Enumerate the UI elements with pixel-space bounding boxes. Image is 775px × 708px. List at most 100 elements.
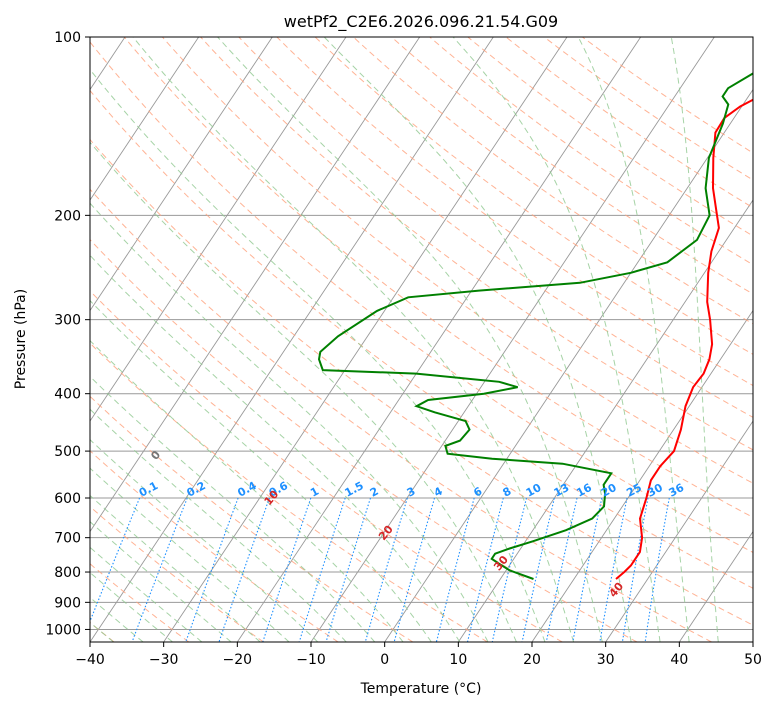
x-tick-label: 50 — [744, 652, 762, 668]
y-tick-label: 200 — [54, 208, 81, 224]
isotherm-line — [752, 641, 753, 642]
moist-adiabat-line — [132, 37, 575, 642]
dry-adiabat-line — [467, 37, 753, 237]
mixing-ratio-label: 8 — [501, 485, 514, 500]
y-tick-label: 1000 — [45, 622, 81, 638]
dry-adiabat-line — [90, 395, 414, 642]
moist-adiabat-line — [323, 37, 632, 642]
y-tick-label: 100 — [54, 30, 81, 46]
mixing-ratio-label: 6 — [471, 484, 484, 499]
moist-adiabat-line — [577, 37, 690, 642]
x-tick-label: 40 — [670, 652, 688, 668]
moist-adiabat-line — [90, 339, 404, 642]
grid-lines — [90, 37, 753, 642]
dry-adiabat-label: 40 — [606, 580, 626, 600]
isotherm-line — [678, 530, 753, 642]
dry-adiabat-line — [90, 342, 488, 642]
y-tick-label: 600 — [54, 491, 81, 507]
moist-adiabat-line — [90, 521, 232, 642]
mixing-ratio-label: 30 — [645, 481, 665, 500]
y-axis-label: Pressure (hPa) — [13, 289, 29, 389]
y-tick-label: 400 — [54, 387, 81, 403]
mixing-ratio-line — [185, 497, 239, 642]
mixing-ratio-line — [572, 497, 603, 642]
moist-adiabat-line — [90, 467, 290, 642]
mixing-ratio-line — [466, 497, 504, 642]
mixing-ratio-label: 1.5 — [343, 479, 366, 500]
dry-adiabat-line — [90, 505, 264, 642]
mixing-ratio-line — [599, 497, 628, 642]
mixing-ratio-label: 20 — [599, 481, 619, 500]
sounding-series — [317, 72, 753, 580]
dry-adiabat-line — [276, 37, 753, 387]
mixing-ratio-label: 10 — [524, 481, 544, 500]
isotherm-line — [90, 37, 273, 312]
mixing-ratio-label: 1 — [308, 485, 321, 500]
x-tick-label: 10 — [449, 652, 467, 668]
dry-adiabat-line — [123, 37, 753, 518]
dry-adiabat-line — [582, 37, 753, 154]
moist-adiabat-line — [90, 202, 489, 642]
x-tick-label: −20 — [223, 652, 253, 668]
moist-adiabat-line — [452, 37, 661, 642]
mixing-ratio-line — [262, 497, 312, 642]
y-tick-label: 500 — [54, 444, 81, 460]
moist-adiabat-line — [90, 494, 261, 642]
moist-adiabat-line — [90, 571, 173, 642]
mixing-ratio-label: 25 — [624, 481, 644, 500]
x-axis-ticks: −40 −30 −20 −10 0 10 20 30 40 50 — [75, 642, 762, 668]
dry-adiabat-line — [162, 37, 753, 484]
mixing-ratio-label: 36 — [667, 481, 687, 500]
mixing-ratio-line — [644, 497, 670, 642]
moist-adiabat-line — [90, 375, 376, 642]
mixing-ratio-line — [90, 497, 141, 623]
moist-adiabat-line — [90, 254, 461, 642]
adiabat-lines — [90, 37, 753, 642]
isotherm-line — [90, 37, 200, 201]
isotherm-line — [605, 420, 753, 642]
isotherm-line — [457, 199, 753, 642]
mixing-ratio-line — [621, 497, 649, 642]
moist-adiabat-line — [90, 299, 432, 642]
dry-adiabat-line — [90, 238, 638, 642]
x-tick-label: −40 — [75, 652, 105, 668]
mixing-ratio-label: 0.2 — [185, 479, 208, 500]
moist-adiabat-line — [90, 596, 144, 642]
mixing-ratio-line — [435, 497, 475, 642]
mixing-ratio-line — [491, 497, 528, 642]
mixing-ratio-label: 3 — [405, 485, 418, 500]
x-tick-label: −30 — [149, 652, 179, 668]
mixing-ratio-line — [325, 497, 372, 642]
moist-adiabat-line — [90, 438, 319, 642]
isotherm-line — [163, 37, 568, 642]
mixing-ratio-line — [364, 497, 408, 642]
x-tick-label: 20 — [523, 652, 541, 668]
x-axis-label: Temperature (°C) — [360, 681, 482, 697]
y-tick-label: 300 — [54, 313, 81, 329]
mixing-ratio-label: 13 — [552, 481, 572, 500]
isotherm-line — [90, 37, 421, 533]
moist-adiabat-line — [90, 546, 203, 642]
isotherm-line — [310, 37, 715, 642]
moist-adiabat-line — [90, 68, 546, 642]
mixing-ratio-label: 16 — [574, 481, 594, 500]
mixing-ratio-line — [131, 497, 188, 642]
mixing-ratio-line — [393, 497, 436, 642]
mixing-ratio-label: 2 — [368, 485, 381, 500]
x-tick-label: 0 — [380, 652, 389, 668]
isotherm-line — [384, 88, 753, 642]
y-tick-label: 700 — [54, 531, 81, 547]
y-axis-ticks: 100 200 300 400 500 600 700 800 900 1000 — [45, 30, 90, 638]
mixing-ratio-label: 0.4 — [235, 479, 259, 500]
isotherm-line — [531, 309, 753, 642]
y-tick-label: 900 — [54, 595, 81, 611]
isotherm-line — [90, 37, 347, 422]
dry-adiabat-line — [90, 188, 712, 642]
dry-adiabat-line — [90, 138, 753, 626]
dry-adiabat-line — [90, 89, 753, 589]
temperature-line — [615, 98, 753, 580]
dewpoint-line — [317, 72, 753, 580]
dry-adiabat-line — [90, 450, 339, 642]
moist-adiabat-line — [670, 37, 719, 642]
